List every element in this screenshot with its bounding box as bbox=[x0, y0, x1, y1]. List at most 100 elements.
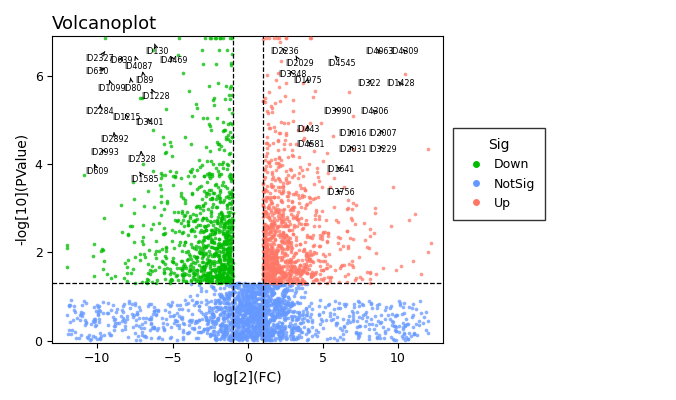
Point bbox=[221, 231, 232, 238]
Point bbox=[191, 212, 201, 218]
Point bbox=[281, 35, 291, 41]
Point bbox=[422, 249, 433, 256]
Point bbox=[226, 336, 237, 343]
Point bbox=[267, 232, 278, 239]
Point bbox=[219, 296, 230, 302]
Point bbox=[216, 276, 226, 282]
Point bbox=[197, 252, 208, 258]
Point bbox=[277, 298, 288, 304]
Point bbox=[237, 312, 248, 318]
Point bbox=[207, 237, 218, 244]
Point bbox=[307, 235, 318, 242]
Point bbox=[207, 260, 218, 266]
Point bbox=[220, 234, 231, 240]
Point bbox=[87, 253, 98, 260]
Point bbox=[308, 249, 319, 255]
Point bbox=[200, 277, 211, 283]
Point bbox=[347, 313, 358, 320]
Point bbox=[347, 200, 358, 206]
Point bbox=[269, 300, 280, 306]
Point bbox=[283, 308, 294, 314]
Point bbox=[341, 320, 352, 327]
Point bbox=[260, 275, 270, 281]
Point bbox=[241, 306, 252, 312]
Point bbox=[135, 307, 145, 314]
Point bbox=[267, 249, 278, 256]
Point bbox=[281, 216, 292, 222]
Point bbox=[295, 241, 306, 247]
Point bbox=[262, 265, 273, 271]
Point bbox=[255, 291, 266, 297]
Point bbox=[258, 256, 269, 263]
Point bbox=[374, 300, 385, 307]
Point bbox=[270, 205, 281, 211]
Point bbox=[187, 324, 197, 331]
Point bbox=[96, 332, 107, 339]
Point bbox=[262, 193, 273, 200]
Point bbox=[284, 274, 295, 280]
Point bbox=[241, 310, 251, 316]
Point bbox=[314, 258, 325, 264]
Point bbox=[246, 332, 257, 338]
Point bbox=[238, 283, 249, 289]
Point bbox=[268, 290, 279, 296]
Point bbox=[247, 292, 258, 298]
Point bbox=[205, 232, 216, 239]
Point bbox=[274, 266, 285, 272]
Point bbox=[210, 287, 220, 294]
Point bbox=[283, 120, 294, 127]
Point bbox=[256, 308, 266, 315]
Point bbox=[104, 330, 115, 336]
Point bbox=[247, 326, 258, 332]
Point bbox=[308, 278, 318, 284]
Point bbox=[90, 322, 101, 328]
Point bbox=[253, 323, 264, 330]
Point bbox=[226, 110, 237, 116]
Point bbox=[218, 323, 229, 329]
Point bbox=[375, 319, 385, 326]
Point bbox=[236, 289, 247, 295]
Point bbox=[236, 298, 247, 305]
Point bbox=[116, 202, 126, 208]
Point bbox=[301, 331, 312, 337]
Point bbox=[231, 311, 241, 318]
Point bbox=[257, 324, 268, 330]
Point bbox=[208, 218, 219, 225]
Point bbox=[226, 270, 237, 277]
Point bbox=[237, 312, 247, 318]
Point bbox=[265, 237, 276, 243]
Point bbox=[225, 277, 236, 284]
Text: ID1016: ID1016 bbox=[338, 130, 366, 138]
Point bbox=[221, 236, 232, 242]
Point bbox=[240, 311, 251, 318]
Point bbox=[239, 332, 249, 338]
Point bbox=[224, 85, 235, 91]
Point bbox=[293, 170, 304, 176]
Point bbox=[208, 283, 218, 290]
Point bbox=[227, 302, 238, 309]
Point bbox=[224, 278, 235, 285]
Point bbox=[322, 238, 333, 244]
Point bbox=[245, 313, 256, 320]
Point bbox=[260, 330, 270, 336]
Point bbox=[210, 297, 221, 303]
Point bbox=[306, 273, 316, 280]
Point bbox=[255, 326, 266, 332]
Point bbox=[160, 255, 171, 262]
Point bbox=[209, 260, 220, 267]
Point bbox=[297, 267, 308, 273]
Point bbox=[258, 248, 268, 254]
Point bbox=[286, 271, 297, 277]
Point bbox=[267, 243, 278, 250]
Point bbox=[267, 259, 278, 266]
Point bbox=[267, 260, 278, 266]
Point bbox=[210, 336, 221, 342]
Point bbox=[160, 149, 171, 156]
Point bbox=[231, 281, 241, 287]
Point bbox=[281, 244, 292, 250]
Point bbox=[203, 309, 214, 315]
Point bbox=[282, 180, 293, 186]
Point bbox=[247, 302, 258, 308]
Point bbox=[209, 95, 220, 102]
Point bbox=[260, 275, 270, 282]
